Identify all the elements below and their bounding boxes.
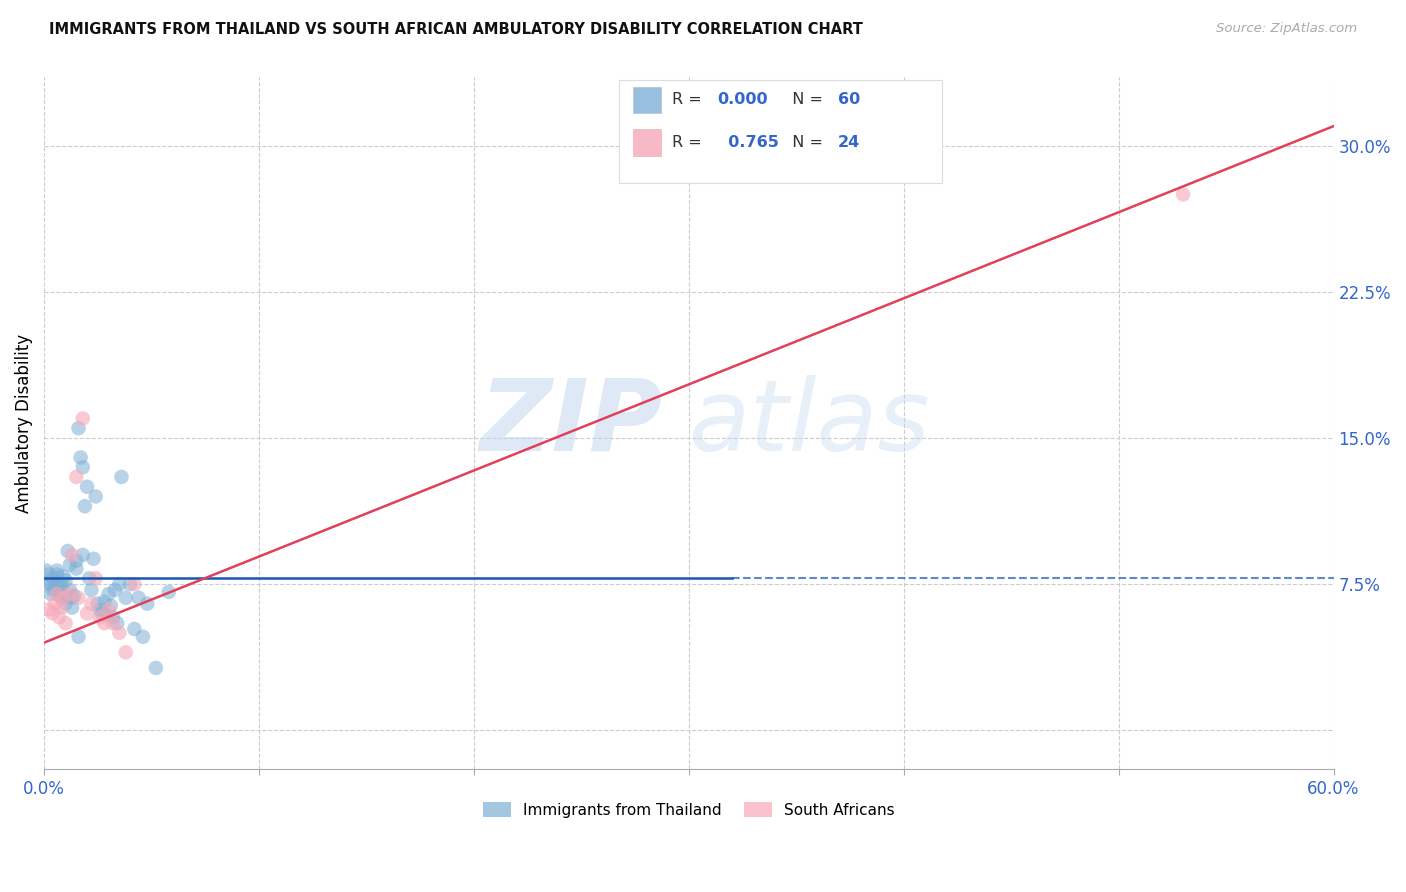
Point (101, 610, 124, 624)
Point (41, 607, 63, 621)
Point (128, 591, 150, 605)
Point (41, 582, 63, 597)
Point (65, 554, 87, 568)
Point (110, 470, 132, 484)
Text: N =: N = (782, 136, 828, 150)
Text: atlas: atlas (689, 375, 931, 472)
Point (93, 616, 115, 631)
Point (60, 591, 83, 605)
Point (114, 591, 136, 605)
Point (52, 591, 75, 605)
Point (76, 480, 98, 494)
Point (93, 595, 115, 609)
Point (104, 582, 127, 597)
Point (51, 581, 73, 595)
Point (51, 591, 73, 605)
Point (157, 585, 180, 599)
Point (91, 607, 114, 621)
Point (35, 564, 58, 578)
Point (67, 630, 90, 644)
Point (108, 577, 131, 591)
Point (56, 544, 79, 558)
Point (55, 597, 77, 611)
Point (65, 470, 87, 484)
Point (55, 574, 77, 588)
Point (39, 577, 62, 591)
Point (1171, 187, 1194, 202)
Point (89, 610, 111, 624)
Point (145, 661, 167, 675)
Text: 0.000: 0.000 (717, 93, 768, 107)
Point (46, 575, 69, 590)
Point (73, 499, 96, 513)
Point (76, 607, 98, 621)
Point (46, 587, 69, 601)
Text: IMMIGRANTS FROM THAILAND VS SOUTH AFRICAN AMBULATORY DISABILITY CORRELATION CHAR: IMMIGRANTS FROM THAILAND VS SOUTH AFRICA… (49, 22, 863, 37)
Point (59, 587, 82, 601)
Point (136, 597, 159, 611)
Text: R =: R = (672, 136, 707, 150)
Point (51, 600, 73, 615)
Point (67, 421, 90, 435)
Text: N =: N = (782, 93, 828, 107)
Text: 60: 60 (838, 93, 860, 107)
Legend: Immigrants from Thailand, South Africans: Immigrants from Thailand, South Africans (477, 797, 901, 824)
Point (72, 411, 94, 425)
Point (120, 577, 142, 591)
Point (96, 608, 118, 623)
Point (72, 460, 94, 475)
Text: 0.765: 0.765 (717, 136, 779, 150)
Point (105, 616, 128, 631)
Point (48, 610, 70, 624)
Point (46, 564, 69, 578)
Point (89, 602, 111, 616)
Point (39, 587, 62, 601)
Y-axis label: Ambulatory Disability: Ambulatory Disability (15, 334, 32, 513)
Point (132, 630, 155, 644)
Point (44, 597, 66, 611)
Point (97, 602, 120, 616)
Point (37, 567, 59, 582)
Point (37, 575, 59, 590)
Point (69, 450, 91, 465)
Point (44, 581, 66, 595)
Point (100, 599, 122, 613)
Point (51, 577, 73, 591)
Text: ZIP: ZIP (479, 375, 664, 472)
Point (48, 587, 70, 601)
Point (84, 571, 107, 585)
Point (124, 622, 146, 636)
Point (52, 569, 75, 583)
Point (101, 616, 124, 631)
Point (41, 571, 63, 585)
Point (87, 597, 110, 611)
Point (37, 602, 59, 616)
Text: Source: ZipAtlas.com: Source: ZipAtlas.com (1216, 22, 1357, 36)
Point (44, 571, 66, 585)
Point (84, 490, 107, 504)
Point (59, 582, 82, 597)
Point (72, 548, 94, 562)
Point (80, 582, 103, 597)
Point (59, 558, 82, 572)
Point (52, 591, 75, 605)
Point (67, 591, 90, 605)
Point (80, 597, 103, 611)
Text: 24: 24 (838, 136, 860, 150)
Point (65, 561, 87, 575)
Point (114, 645, 136, 659)
Point (124, 577, 146, 591)
Point (48, 579, 70, 593)
Point (60, 600, 83, 615)
Point (77, 571, 100, 585)
Point (108, 626, 131, 640)
Point (46, 567, 69, 582)
Point (60, 548, 83, 562)
Point (97, 587, 120, 601)
Point (83, 551, 105, 566)
Text: R =: R = (672, 93, 707, 107)
Point (63, 589, 86, 603)
Point (55, 616, 77, 631)
